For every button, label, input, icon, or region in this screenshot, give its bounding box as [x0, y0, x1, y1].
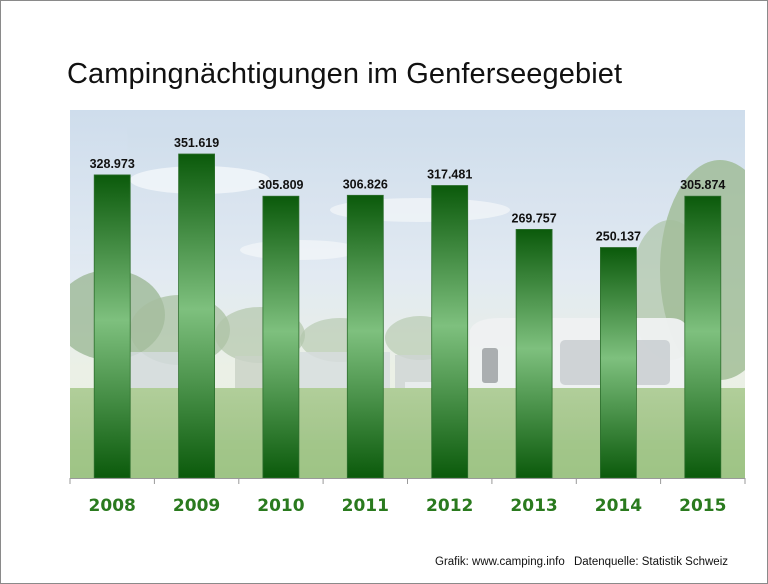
value-label-2008: 328.973: [90, 157, 135, 171]
source-note: Grafik: www.camping.info Datenquelle: St…: [435, 556, 734, 568]
x-axis-labels: 2008 2009 2010 2011 2012 2013 2014 2015: [89, 496, 727, 516]
bar-2011: [346, 194, 384, 479]
bar-2012: [431, 185, 469, 479]
value-label-2014: 250.137: [596, 230, 641, 244]
value-label-2012: 317.481: [427, 168, 472, 182]
x-tick-label-2009: 2009: [173, 496, 220, 516]
x-tick-label-2012: 2012: [426, 496, 473, 516]
bar-2010: [262, 195, 300, 479]
bar-2014: [600, 247, 637, 479]
bar-2015: [684, 195, 722, 479]
x-tick-label-2014: 2014: [595, 496, 642, 516]
value-label-2009: 351.619: [174, 136, 219, 150]
bar-2013: [515, 228, 553, 479]
x-tick-label-2011: 2011: [342, 496, 389, 516]
bars-group: [93, 153, 722, 479]
source-datenquelle: Datenquelle: Statistik Schweiz: [573, 556, 729, 568]
value-label-2011: 306.826: [343, 177, 388, 191]
value-label-2010: 305.809: [258, 178, 303, 192]
x-tick-label-2013: 2013: [510, 496, 557, 516]
x-tick-label-2008: 2008: [89, 496, 136, 516]
source-grafik: Grafik: www.camping.info: [435, 556, 565, 568]
x-tick-label-2015: 2015: [679, 496, 726, 516]
value-label-2013: 269.757: [512, 211, 557, 225]
chart-title: Campingnächtigungen im Genferseegebiet: [67, 58, 623, 90]
value-label-2015: 305.874: [680, 178, 725, 192]
bar-2009: [178, 153, 216, 479]
bar-2008: [93, 174, 131, 479]
x-tick-label-2010: 2010: [257, 496, 304, 516]
background-photo: [70, 110, 745, 478]
x-axis-ticks: [69, 478, 746, 484]
value-labels-group: 328.973 351.619 305.809 306.826 317.481 269.7…: [90, 136, 726, 244]
